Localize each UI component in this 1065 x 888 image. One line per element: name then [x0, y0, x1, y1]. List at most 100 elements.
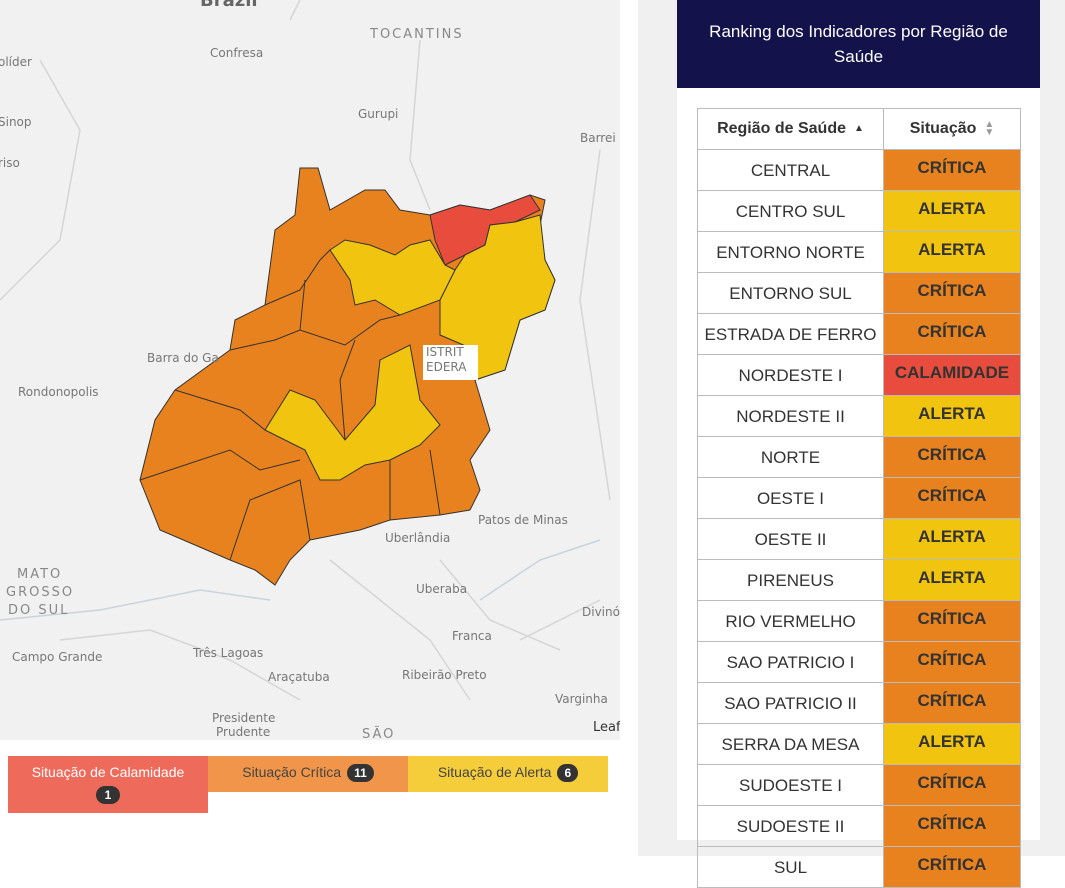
- region-name: NORTE: [697, 436, 884, 478]
- table-row: NORDESTE I CALAMIDADE: [697, 354, 1021, 396]
- status-cell: ALERTA: [883, 231, 1021, 273]
- place-label: DO SUL: [8, 603, 69, 618]
- status-cell: CRÍTICA: [883, 805, 1021, 847]
- status-cell: CRÍTICA: [883, 313, 1021, 355]
- region-name: SUDOESTE II: [697, 805, 884, 847]
- status-cell: CRÍTICA: [883, 600, 1021, 642]
- status-cell: CRÍTICA: [883, 641, 1021, 683]
- table-row: SUL CRÍTICA: [697, 846, 1021, 888]
- table-row: ENTORNO SUL CRÍTICA: [697, 272, 1021, 314]
- panel-title: Ranking dos Indicadores por Região de Sa…: [677, 0, 1040, 88]
- table-row: ENTORNO NORTE ALERTA: [697, 231, 1021, 273]
- status-cell: ALERTA: [883, 723, 1021, 765]
- table-header: Região de Saúde ▲ Situação ▲ ▼: [697, 108, 1021, 150]
- place-label: MATO: [17, 567, 62, 582]
- place-label: Sinop: [0, 115, 32, 129]
- status-cell: ALERTA: [883, 395, 1021, 437]
- legend-label: Situação de Alerta: [437, 764, 552, 780]
- status-cell: CALAMIDADE: [883, 354, 1021, 396]
- legend: Situação de Calamidade 1 Situação Crítica 1…: [8, 756, 608, 813]
- table-row: CENTRAL CRÍTICA: [697, 149, 1021, 191]
- legend-label: Situação de Calamidade: [31, 764, 185, 780]
- place-label: olíder: [0, 55, 32, 69]
- status-cell: CRÍTICA: [883, 846, 1021, 888]
- place-label: GROSSO: [6, 585, 74, 600]
- legend-item: Situação de Calamidade 1: [8, 756, 208, 813]
- table-row: SAO PATRICIO I CRÍTICA: [697, 641, 1021, 683]
- region-name: RIO VERMELHO: [697, 600, 884, 642]
- place-label: Campo Grande: [12, 650, 102, 664]
- legend-item: Situação Crítica 11: [208, 756, 408, 792]
- map-attribution: Leaflet: [593, 720, 620, 735]
- table-row: PIRENEUS ALERTA: [697, 559, 1021, 601]
- region-name: SAO PATRICIO II: [697, 682, 884, 724]
- region-name: ESTRADA DE FERRO: [697, 313, 884, 355]
- place-label: SÃO: [362, 726, 395, 740]
- place-label: Patos de Minas: [478, 513, 568, 527]
- place-label: Uberaba: [416, 582, 467, 596]
- table-row: OESTE I CRÍTICA: [697, 477, 1021, 519]
- region-name: ENTORNO NORTE: [697, 231, 884, 273]
- place-label: Barrei: [580, 131, 616, 145]
- place-label: TOCANTINS: [369, 27, 464, 42]
- place-label: Rondonopolis: [18, 385, 99, 399]
- table-row: NORTE CRÍTICA: [697, 436, 1021, 478]
- status-cell: CRÍTICA: [883, 764, 1021, 806]
- place-label: Varginha: [555, 692, 608, 706]
- place-label: Uberlândia: [385, 531, 450, 545]
- place-label: Barra do Ga: [147, 351, 219, 365]
- region-name: NORDESTE I: [697, 354, 884, 396]
- table-row: RIO VERMELHO CRÍTICA: [697, 600, 1021, 642]
- region-name: NORDESTE II: [697, 395, 884, 437]
- sort-icon: ▲: [854, 122, 864, 134]
- place-label: Três Lagoas: [192, 646, 263, 660]
- region-name: CENTRAL: [697, 149, 884, 191]
- table-row: SUDOESTE II CRÍTICA: [697, 805, 1021, 847]
- column-header[interactable]: Situação ▲ ▼: [883, 108, 1021, 150]
- region-name: PIRENEUS: [697, 559, 884, 601]
- place-label: Divinó: [582, 605, 620, 619]
- place-label: Brazil: [200, 0, 258, 11]
- place-label: Gurupi: [358, 107, 398, 121]
- region-name: OESTE II: [697, 518, 884, 560]
- table-row: SAO PATRICIO II CRÍTICA: [697, 682, 1021, 724]
- place-label: Presidente: [212, 711, 275, 725]
- table-row: SUDOESTE I CRÍTICA: [697, 764, 1021, 806]
- place-label: ISTRIT: [426, 345, 464, 359]
- legend-count: 11: [347, 764, 374, 782]
- table-row: NORDESTE II ALERTA: [697, 395, 1021, 437]
- regions: [139, 167, 556, 586]
- place-label: riso: [0, 156, 20, 170]
- status-cell: CRÍTICA: [883, 272, 1021, 314]
- legend-label: Situação Crítica: [242, 764, 342, 780]
- region-name: SAO PATRICIO I: [697, 641, 884, 683]
- column-header[interactable]: Região de Saúde ▲: [697, 108, 884, 150]
- region-shape: [329, 239, 456, 316]
- region-name: SUDOESTE I: [697, 764, 884, 806]
- status-cell: ALERTA: [883, 518, 1021, 560]
- region-name: SUL: [697, 846, 884, 888]
- region-name: ENTORNO SUL: [697, 272, 884, 314]
- status-cell: CRÍTICA: [883, 436, 1021, 478]
- region-name: OESTE I: [697, 477, 884, 519]
- region-name: CENTRO SUL: [697, 190, 884, 232]
- table-row: OESTE II ALERTA: [697, 518, 1021, 560]
- ranking-table: Região de Saúde ▲ Situação ▲ ▼ CENTRAL CRÍTIC…: [697, 108, 1021, 888]
- table-row: SERRA DA MESA ALERTA: [697, 723, 1021, 765]
- legend-item: Situação de Alerta 6: [408, 756, 608, 792]
- region-border: [139, 249, 441, 561]
- roads: [0, 0, 611, 701]
- distrito-federal: [423, 345, 478, 380]
- legend-count: 1: [96, 786, 120, 804]
- place-label: Confresa: [210, 46, 263, 60]
- table-row: CENTRO SUL ALERTA: [697, 190, 1021, 232]
- status-cell: ALERTA: [883, 559, 1021, 601]
- place-label: Prudente: [216, 725, 270, 739]
- status-cell: CRÍTICA: [883, 477, 1021, 519]
- map: Brazil TOCANTINS Confresa olíder Sinop riso Gu…: [0, 0, 620, 740]
- place-label: Araçatuba: [268, 670, 330, 684]
- status-cell: CRÍTICA: [883, 682, 1021, 724]
- table-body: CENTRAL CRÍTICA CENTRO SUL ALERTA ENTORNO NO…: [697, 149, 1021, 888]
- place-label: EDERA: [426, 360, 467, 374]
